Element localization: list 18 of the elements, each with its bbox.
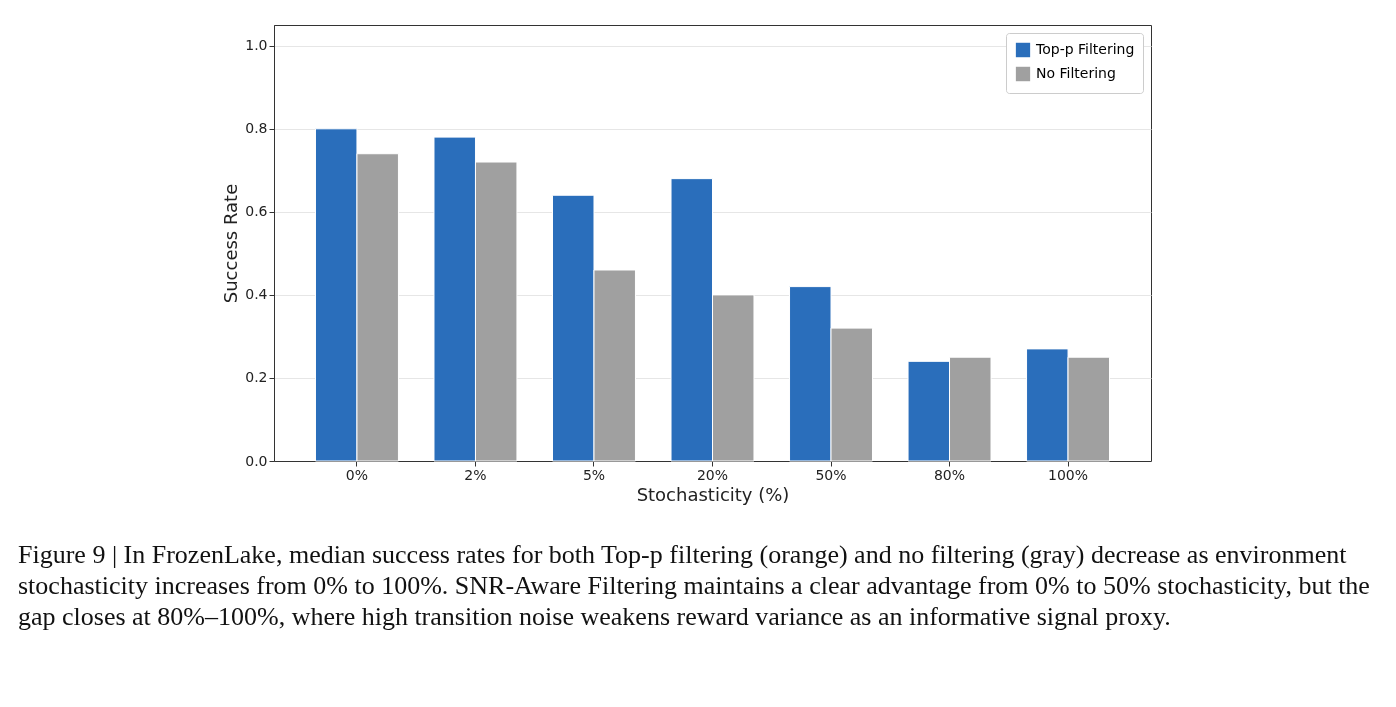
x-tick-label: 0%	[345, 466, 369, 483]
y-tick-label: 0.2	[245, 369, 268, 386]
x-tick-label: 5%	[582, 466, 606, 483]
x-tick-label: 80%	[933, 466, 966, 483]
y-axis-title: Success Rate	[220, 183, 242, 304]
y-tick-label: 0.4	[245, 286, 268, 303]
legend-label: No Filtering	[1036, 65, 1116, 81]
y-tick-label: 0.8	[245, 120, 268, 137]
x-tick-label: 2%	[464, 466, 487, 483]
y-tick-label: 1.0	[245, 37, 268, 54]
x-tick-label: 100%	[1048, 466, 1089, 483]
caption: Figure 9 | In FrozenLake, median success rates for both Top-p filtering (orange) and no filtering (gray) decrease as environment stochasticity increases from 0% to 100%. SNR-Aware Filtering maintains a clear advantage from 0% to 50% stochasticity, but the gap closes at 80%–100%, where high transition noise weakens reward variance as an informative signal proxy.	[18, 539, 1371, 632]
x-tick-label: 20%	[696, 466, 729, 483]
y-tick-label: 0.0	[245, 452, 268, 469]
x-axis-title: Stochasticity (%)	[636, 483, 790, 505]
y-tick-label: 0.6	[245, 203, 268, 220]
x-tick-label: 50%	[815, 466, 847, 483]
legend-label: Top-p Filtering	[1035, 41, 1135, 57]
